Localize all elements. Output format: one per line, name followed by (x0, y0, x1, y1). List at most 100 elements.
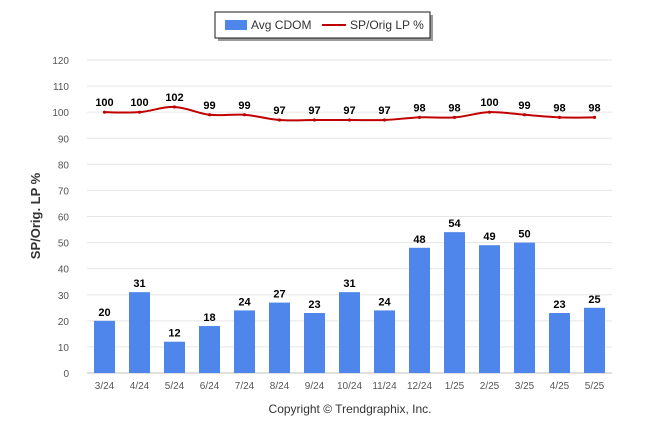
line-data-label: 99 (238, 100, 250, 112)
y-axis-ticks: 0 10 20 30 40 50 60 70 80 90 100 110 120 (52, 56, 69, 380)
bar (479, 245, 500, 373)
x-tick-label: 2/25 (480, 381, 500, 392)
y-tick-label: 70 (58, 186, 70, 197)
line-point (102, 110, 107, 114)
legend-line-label: SP/Orig LP % (350, 18, 424, 32)
bar-data-label: 20 (98, 307, 110, 319)
bar (374, 310, 395, 373)
bar-data-label: 49 (483, 231, 495, 243)
bar (234, 310, 255, 373)
bar-data-label: 12 (168, 328, 180, 340)
bar-data-label: 25 (588, 294, 600, 306)
bar (199, 326, 220, 373)
bar (129, 292, 150, 373)
line-data-label: 99 (518, 100, 530, 112)
copyright-credit: Copyright © Trendgraphix, Inc. (269, 402, 432, 416)
line-point (172, 105, 177, 109)
x-axis-ticks: 3/24 4/24 5/24 6/24 7/24 8/24 9/24 10/24 11/24 12… (95, 381, 605, 392)
x-tick-label: 7/24 (235, 381, 255, 392)
line-data-label: 97 (378, 105, 390, 117)
line-point (487, 110, 492, 114)
line-point (242, 113, 247, 117)
x-tick-label: 9/24 (305, 381, 325, 392)
line-data-label: 98 (588, 102, 600, 114)
x-tick-label: 10/24 (337, 381, 362, 392)
bar (409, 247, 430, 373)
bar-data-label: 24 (378, 296, 391, 308)
bar-data-label: 24 (238, 296, 251, 308)
bar-data-label: 54 (448, 218, 461, 230)
y-tick-label: 30 (58, 291, 70, 302)
bar (304, 313, 325, 373)
y-tick-label: 120 (52, 56, 69, 67)
bar (444, 232, 465, 373)
legend-bar-label: Avg CDOM (251, 18, 311, 32)
bar-data-label: 31 (133, 278, 145, 290)
x-tick-label: 5/25 (585, 381, 605, 392)
bar-data-label: 48 (413, 234, 425, 246)
y-tick-label: 10 (58, 343, 70, 354)
line-point (277, 118, 282, 122)
line-point (347, 118, 352, 122)
bar-data-label: 27 (273, 289, 285, 301)
line-data-label: 97 (343, 105, 355, 117)
x-tick-label: 6/24 (200, 381, 220, 392)
y-tick-label: 90 (58, 134, 70, 145)
bar (584, 307, 605, 373)
line-point (557, 115, 562, 119)
x-tick-label: 8/24 (270, 381, 290, 392)
y-tick-label: 60 (58, 213, 70, 224)
x-tick-label: 5/24 (165, 381, 185, 392)
bar (514, 242, 535, 373)
line-point (207, 113, 212, 117)
line-data-labels: 100 100 102 99 99 97 97 97 97 98 98 100 99 98 98 (95, 92, 600, 117)
line-point (592, 115, 597, 119)
bar (94, 320, 115, 373)
x-tick-label: 4/25 (550, 381, 570, 392)
line-point (312, 118, 317, 122)
y-tick-label: 40 (58, 265, 70, 276)
y-tick-label: 0 (63, 369, 69, 380)
line-data-label: 98 (413, 102, 425, 114)
y-tick-label: 80 (58, 160, 70, 171)
line-data-label: 97 (273, 105, 285, 117)
y-tick-label: 50 (58, 239, 70, 250)
bar-data-label: 31 (343, 278, 355, 290)
x-tick-label: 4/24 (130, 381, 150, 392)
bar (269, 302, 290, 373)
line-point (522, 113, 527, 117)
bar (164, 341, 185, 373)
line-point (382, 118, 387, 122)
bar-data-labels: 20 31 12 18 24 27 23 31 24 48 54 49 50 23 25 (98, 218, 600, 340)
line-point (452, 115, 457, 119)
bar-data-label: 23 (553, 299, 565, 311)
line-data-label: 99 (203, 100, 215, 112)
line-data-label: 98 (553, 102, 565, 114)
y-tick-label: 100 (52, 108, 69, 119)
line-data-label: 100 (130, 97, 148, 109)
y-axis-title: SP/Orig. LP % (28, 172, 43, 259)
x-tick-label: 1/25 (445, 381, 465, 392)
bar (549, 313, 570, 373)
legend: Avg CDOM SP/Orig LP % (214, 11, 433, 41)
line-data-label: 100 (95, 97, 113, 109)
line-data-label: 97 (308, 105, 320, 117)
x-tick-label: 11/24 (372, 381, 397, 392)
y-tick-label: 20 (58, 317, 70, 328)
line-data-label: 98 (448, 102, 460, 114)
line-series (102, 105, 597, 122)
bar-data-label: 50 (518, 229, 530, 241)
x-tick-label: 3/25 (515, 381, 535, 392)
bar-data-label: 23 (308, 299, 320, 311)
y-tick-label: 110 (53, 82, 69, 93)
x-tick-label: 12/24 (407, 381, 432, 392)
line-point (137, 110, 142, 114)
x-tick-label: 3/24 (95, 381, 115, 392)
bar-data-label: 18 (203, 312, 215, 324)
line-data-label: 102 (165, 92, 183, 104)
bar (339, 292, 360, 373)
line-data-label: 100 (480, 97, 498, 109)
bar-series (94, 232, 605, 373)
